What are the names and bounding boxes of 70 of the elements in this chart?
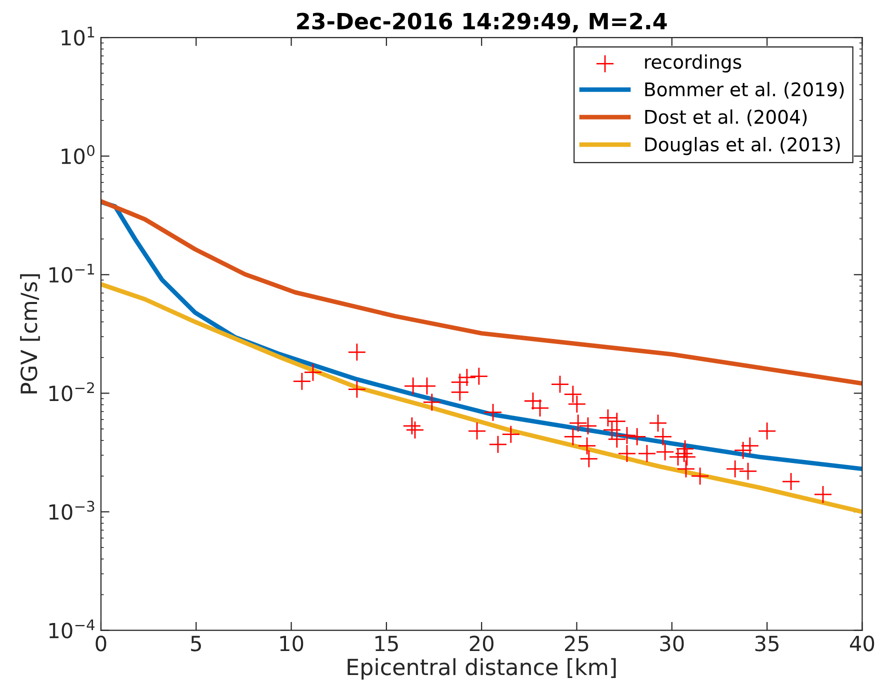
point — [418, 376, 436, 396]
x-tick-label: 0 — [96, 636, 106, 652]
point — [458, 368, 476, 387]
point — [758, 422, 776, 440]
point — [564, 427, 582, 446]
point — [618, 444, 636, 463]
x-tick-label: 20 — [470, 636, 494, 652]
legend-label: Dost et al. (2004) — [645, 109, 807, 126]
point — [406, 420, 424, 440]
point — [598, 408, 618, 428]
point — [422, 393, 442, 412]
point — [578, 436, 596, 456]
line-series — [100, 199, 862, 386]
point — [734, 441, 752, 460]
x-tick-label: 35 — [755, 636, 778, 652]
x-tick-label: 40 — [850, 636, 874, 652]
point — [678, 448, 696, 466]
chart-title: 23-Dec-2016 14:29:49, M=2.4 — [297, 12, 667, 32]
point — [524, 392, 542, 410]
point — [608, 430, 626, 448]
point — [564, 385, 582, 404]
point — [638, 444, 656, 463]
y-tick-label: 10$^{−3}$ — [49, 500, 94, 520]
point — [580, 450, 598, 468]
x-tick-label: 15 — [375, 636, 398, 652]
point — [656, 442, 674, 462]
point — [738, 462, 758, 480]
point — [726, 460, 744, 478]
y-tick-label: 10$^{1}$ — [62, 26, 94, 46]
point — [488, 435, 508, 454]
point — [676, 460, 696, 478]
legend-label: Douglas et al. (2013) — [645, 136, 840, 156]
point — [608, 412, 626, 430]
point — [740, 436, 760, 456]
point — [348, 380, 366, 398]
point — [502, 425, 520, 444]
point — [550, 375, 570, 394]
point — [450, 372, 470, 392]
point — [628, 427, 646, 446]
line-series — [100, 282, 862, 514]
point — [814, 485, 832, 504]
point — [530, 398, 550, 418]
point — [690, 466, 710, 486]
legend-label: recordings — [645, 54, 742, 73]
x-tick-label: 5 — [191, 636, 201, 652]
x-axis-title: Epicentral distance [km] — [348, 658, 616, 680]
x-tick-label: 30 — [660, 636, 684, 652]
x-tick-label: 10 — [280, 636, 304, 652]
point — [648, 414, 668, 432]
point — [470, 367, 488, 386]
point — [468, 422, 486, 440]
point — [602, 420, 622, 440]
point — [568, 394, 586, 414]
y-tick-label: 10$^{−4}$ — [49, 620, 95, 638]
point — [484, 403, 502, 422]
y-tick-label: 10$^{0}$ — [62, 145, 94, 164]
point — [578, 416, 598, 436]
line-series — [100, 200, 862, 472]
point — [674, 444, 694, 463]
y-tick-label: 10$^{−2}$ — [49, 382, 94, 402]
legend-label: Bommer et al. (2019) — [645, 82, 844, 99]
point — [568, 414, 588, 432]
point — [654, 427, 672, 446]
y-axis-title: PGV [cm/s] — [20, 274, 40, 394]
point — [348, 342, 366, 362]
point — [618, 426, 636, 445]
point — [402, 416, 422, 436]
point — [782, 472, 800, 491]
y-tick-label: 10$^{−1}$ — [49, 264, 94, 283]
x-tick-label: 25 — [565, 636, 588, 652]
